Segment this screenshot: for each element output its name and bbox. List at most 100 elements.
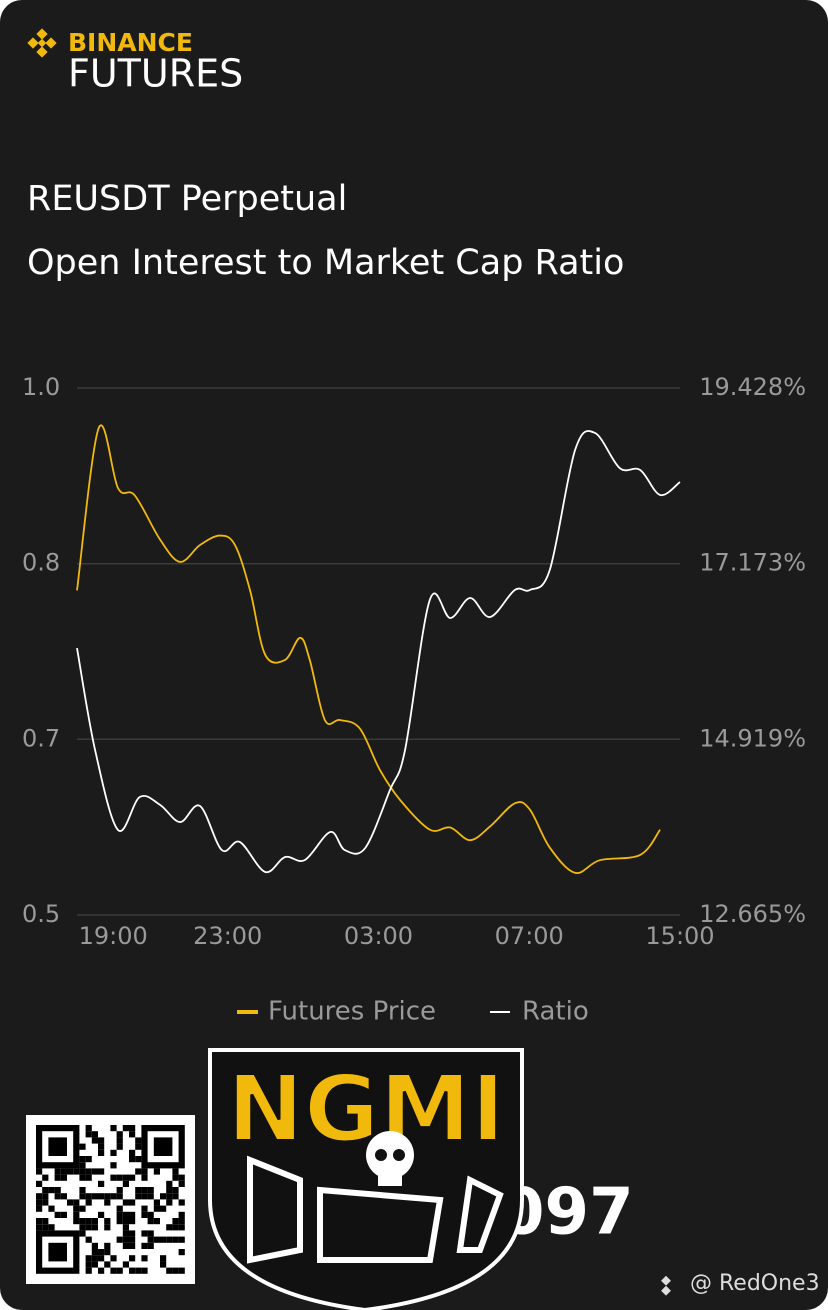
y-tick-label: 0.7 [22,724,60,752]
qr-cell [116,1143,123,1150]
qr-cell [36,1205,43,1212]
qr-cell [110,1125,117,1132]
series-line [76,424,661,874]
qr-cell [98,1249,105,1256]
qr-cell [42,1224,49,1231]
qr-cell [166,1180,173,1187]
qr-cell [79,1168,86,1175]
qr-cell [36,1199,43,1206]
qr-cell [79,1205,86,1212]
qr-cell [160,1193,167,1200]
qr-cell [42,1187,49,1194]
y2-tick-label: 14.919% [699,724,806,752]
qr-cell [110,1267,117,1274]
qr-cell [79,1187,86,1194]
qr-cell [116,1267,123,1274]
legend-label: Ratio [522,997,589,1027]
qr-cell [79,1174,86,1181]
skull [247,1131,504,1264]
qr-pattern [35,1124,185,1274]
qr-cell [153,1168,160,1175]
qr-cell [85,1193,92,1200]
qr-cell [67,1168,74,1175]
qr-cell [116,1187,123,1194]
qr-cell [91,1255,98,1262]
qr-cell [85,1174,92,1181]
qr-cell [135,1156,142,1163]
qr-cell [141,1242,148,1249]
qr-cell [104,1193,111,1200]
qr-cell [129,1230,136,1237]
qr-cell [73,1218,80,1225]
qr-cell [60,1168,67,1175]
y2-tick-label: 12.665% [699,900,806,928]
qr-cell [104,1218,111,1225]
qr-cell [67,1199,74,1206]
qr-cell [129,1236,136,1243]
x-tick-label: 19:00 [79,922,148,950]
qr-cell [122,1218,129,1225]
qr-cell [79,1230,86,1237]
qr-cell [135,1267,142,1274]
qr-cell [178,1180,185,1187]
qr-cell [85,1267,92,1274]
qr-cell [153,1218,160,1225]
qr-cell [166,1193,173,1200]
chart-subtitle: Open Interest to Market Cap Ratio [27,243,624,283]
qr-cell [147,1218,154,1225]
qr-cell [116,1174,123,1181]
qr-cell [135,1193,142,1200]
qr-cell [129,1131,136,1138]
series-line [76,430,681,874]
qr-cell [91,1131,98,1138]
x-tick-label: 23:00 [193,922,262,950]
qr-cell [36,1218,43,1225]
qr-cell [160,1236,167,1243]
qr-cell [73,1205,80,1212]
qr-cell [104,1261,111,1268]
qr-cell [73,1168,80,1175]
qr-cell [122,1125,129,1132]
legend-label: Futures Price [268,997,436,1027]
qr-cell [166,1236,173,1243]
qr-cell [141,1187,148,1194]
qr-cell [98,1143,105,1150]
qr-cell [135,1143,142,1150]
qr-cell [98,1149,105,1156]
qr-cell [166,1187,173,1194]
qr-cell [104,1242,111,1249]
qr-cell [42,1174,49,1181]
qr-cell [85,1261,92,1268]
qr-cell [141,1205,148,1212]
qr-cell [116,1193,123,1200]
qr-cell [98,1211,105,1218]
qr-cell [129,1255,136,1262]
qr-cell [73,1199,80,1206]
qr-cell [54,1193,61,1200]
qr-cell [98,1137,105,1144]
logo-icon [27,28,57,58]
qr-cell [141,1211,148,1218]
qr-cell [73,1211,80,1218]
qr-cell [178,1236,185,1243]
qr-cell [172,1174,179,1181]
qr-cell [166,1267,173,1274]
qr-cell [129,1211,136,1218]
qr-cell [42,1218,49,1225]
qr-cell [116,1211,123,1218]
qr-cell [172,1193,179,1200]
qr-cell [129,1242,136,1249]
qr-cell [91,1137,98,1144]
qr-cell [178,1218,185,1225]
qr-cell [104,1249,111,1256]
qr-cell [129,1199,136,1206]
qr-cell [122,1211,129,1218]
qr-cell [172,1236,179,1243]
qr-cell [98,1255,105,1262]
qr-cell [104,1224,111,1231]
qr-cell [85,1255,92,1262]
x-tick-label: 07:00 [495,922,564,950]
qr-cell [122,1230,129,1237]
